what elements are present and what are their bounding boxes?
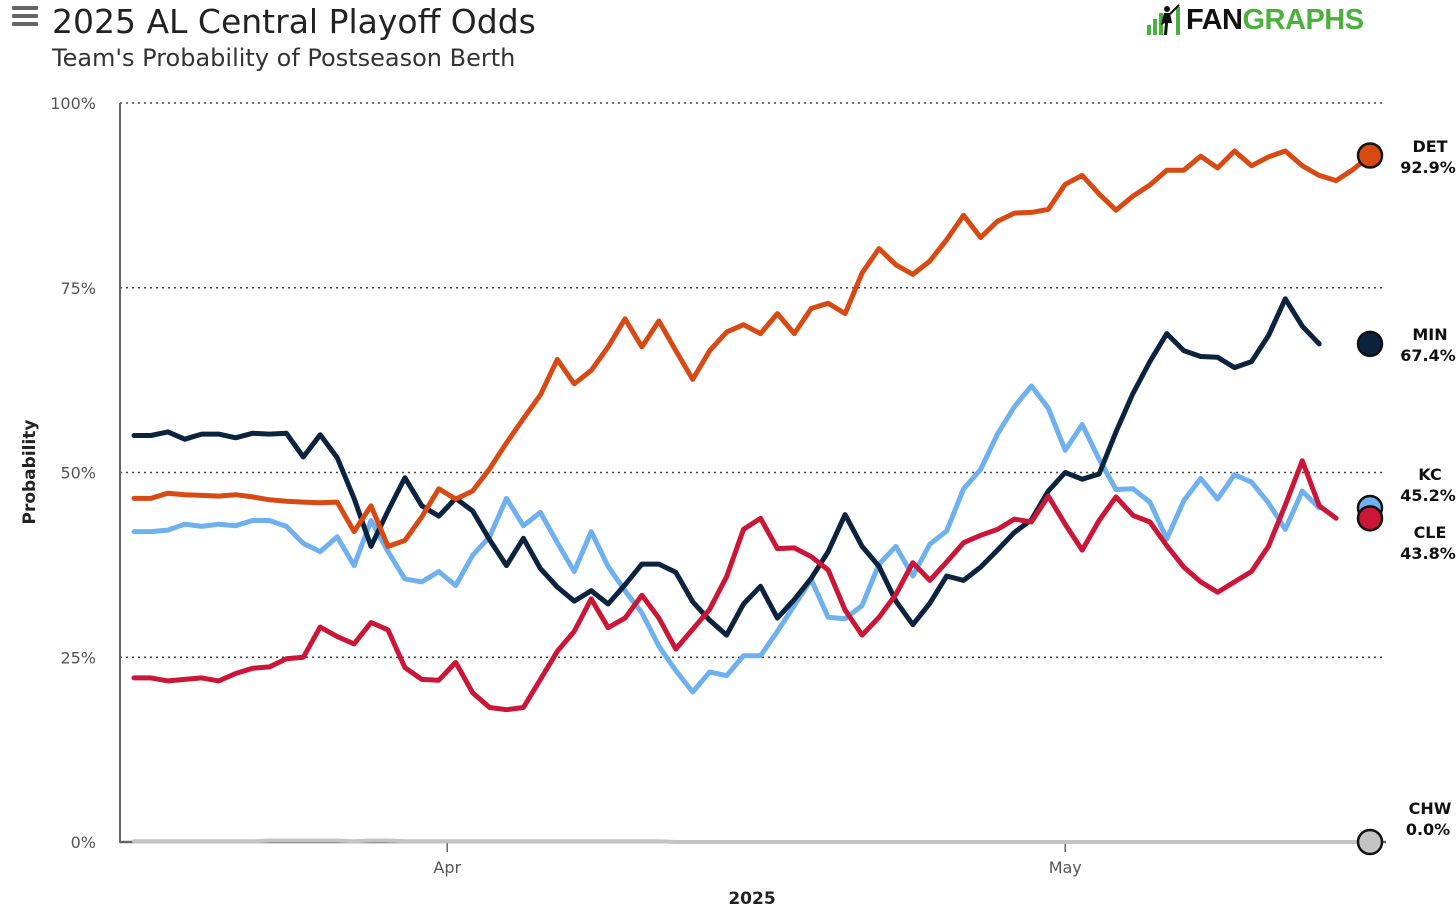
end-marker-min xyxy=(1356,330,1384,358)
y-tick-label: 25% xyxy=(60,648,96,667)
end-marker-det xyxy=(1356,142,1384,169)
end-label-layer: DET 92.9% MIN 67.4% KC 45.2% CLE 43.8% CHW 0.0% xyxy=(1400,137,1456,839)
end-label-team-det: DET xyxy=(1412,137,1447,156)
end-label-value-det: 92.9% xyxy=(1400,158,1456,177)
y-tick-label: 100% xyxy=(50,94,96,113)
brand-fan-text: FAN xyxy=(1186,3,1243,36)
end-marker-cle xyxy=(1356,505,1384,532)
chart-title: 2025 AL Central Playoff Odds xyxy=(52,2,536,41)
fangraphs-logo[interactable]: FAN GRAPHS xyxy=(1146,2,1364,38)
x-tick-label: May xyxy=(1049,858,1082,877)
chart-subtitle: Team's Probability of Postseason Berth xyxy=(52,44,516,72)
end-label-value-min: 67.4% xyxy=(1400,346,1456,365)
series-layer xyxy=(131,142,1384,856)
batter-logo-icon xyxy=(1147,4,1180,35)
y-tick-label: 0% xyxy=(71,833,96,852)
series-line-kc xyxy=(131,383,1322,695)
end-label-team-chw: CHW xyxy=(1409,799,1452,818)
series-line-chw xyxy=(132,838,1372,844)
end-label-value-kc: 45.2% xyxy=(1400,486,1456,505)
end-marker-kc xyxy=(1356,494,1384,522)
end-label-team-kc: KC xyxy=(1418,465,1441,484)
end-label-team-min: MIN xyxy=(1412,325,1447,344)
axis-layer: 0% 25% 50% 75% 100% Apr May 2025 Probability xyxy=(20,94,1386,909)
y-tick-label: 75% xyxy=(60,279,96,298)
series-line-cle xyxy=(131,458,1339,713)
end-label-value-chw: 0.0% xyxy=(1406,820,1450,839)
y-tick-label: 50% xyxy=(60,464,96,483)
series-line-det xyxy=(131,148,1373,549)
hamburger-menu-icon[interactable] xyxy=(12,6,38,28)
grid-layer xyxy=(120,102,1386,659)
y-axis-title: Probability xyxy=(20,419,40,524)
x-tick-label: Apr xyxy=(433,858,461,877)
end-marker-chw xyxy=(1356,828,1384,856)
brand-graphs-text: GRAPHS xyxy=(1242,3,1365,36)
end-label-team-cle: CLE xyxy=(1414,523,1447,542)
x-axis-title: 2025 xyxy=(728,889,775,909)
end-label-value-cle: 43.8% xyxy=(1400,544,1456,563)
series-line-min xyxy=(131,296,1322,638)
